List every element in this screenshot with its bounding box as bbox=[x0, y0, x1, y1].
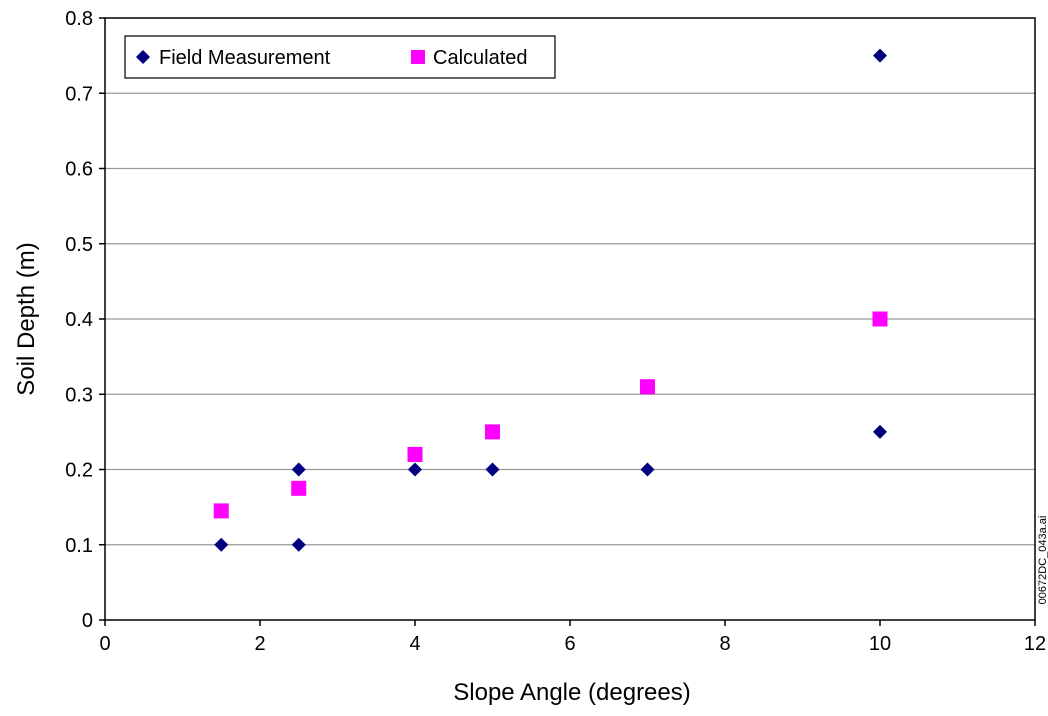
x-tick-label: 2 bbox=[254, 633, 265, 655]
data-point-field-measurement bbox=[485, 462, 500, 477]
data-points bbox=[213, 48, 888, 552]
data-point-field-measurement bbox=[214, 537, 229, 552]
data-point-calculated bbox=[872, 311, 888, 327]
legend-marker-calculated bbox=[411, 50, 425, 64]
y-tick-label: 0.1 bbox=[65, 535, 93, 557]
y-tick-label: 0.5 bbox=[65, 234, 93, 256]
data-point-calculated bbox=[407, 446, 423, 462]
data-point-field-measurement bbox=[873, 48, 887, 63]
legend: Field Measurement Calculated bbox=[124, 35, 556, 79]
side-file-label: 00672DC_043a.ai bbox=[1037, 516, 1048, 605]
y-axis-title: Soil Depth (m) bbox=[13, 242, 40, 395]
y-tick-label: 0 bbox=[82, 610, 93, 632]
x-tick-label: 10 bbox=[869, 633, 891, 655]
data-point-field-measurement bbox=[408, 462, 422, 477]
legend-box bbox=[124, 35, 556, 79]
data-point-calculated bbox=[485, 424, 500, 440]
x-tick-label: 4 bbox=[409, 633, 420, 655]
x-tick-label: 0 bbox=[99, 633, 110, 655]
data-point-calculated bbox=[291, 480, 307, 496]
x-tick-label: 6 bbox=[564, 633, 575, 655]
legend-label-field-measurement: Field Measurement bbox=[159, 47, 331, 69]
data-point-calculated bbox=[213, 503, 229, 519]
y-tick-label: 0.4 bbox=[65, 309, 93, 331]
data-point-field-measurement bbox=[291, 537, 306, 552]
data-point-calculated bbox=[640, 379, 655, 395]
y-tick-label: 0.8 bbox=[65, 8, 93, 30]
axis-ticks: 0 0.1 0.2 0.3 0.4 0.5 0.6 0.7 0.8 0 2 4 6 8 10 12 bbox=[65, 8, 1046, 655]
y-tick-label: 0.6 bbox=[65, 159, 93, 181]
y-tick-label: 0.3 bbox=[65, 384, 93, 406]
y-tick-label: 0.2 bbox=[65, 460, 93, 482]
data-point-field-measurement bbox=[291, 462, 306, 477]
y-tick-label: 0.7 bbox=[65, 83, 93, 105]
gridlines bbox=[105, 92, 1035, 546]
x-tick-label: 8 bbox=[719, 633, 730, 655]
x-axis-title: Slope Angle (degrees) bbox=[453, 679, 691, 706]
legend-label-calculated: Calculated bbox=[433, 47, 528, 69]
legend-marker-field-measurement bbox=[136, 50, 150, 64]
data-point-field-measurement bbox=[640, 462, 655, 477]
data-point-field-measurement bbox=[873, 424, 887, 439]
x-tick-label: 12 bbox=[1024, 633, 1046, 655]
